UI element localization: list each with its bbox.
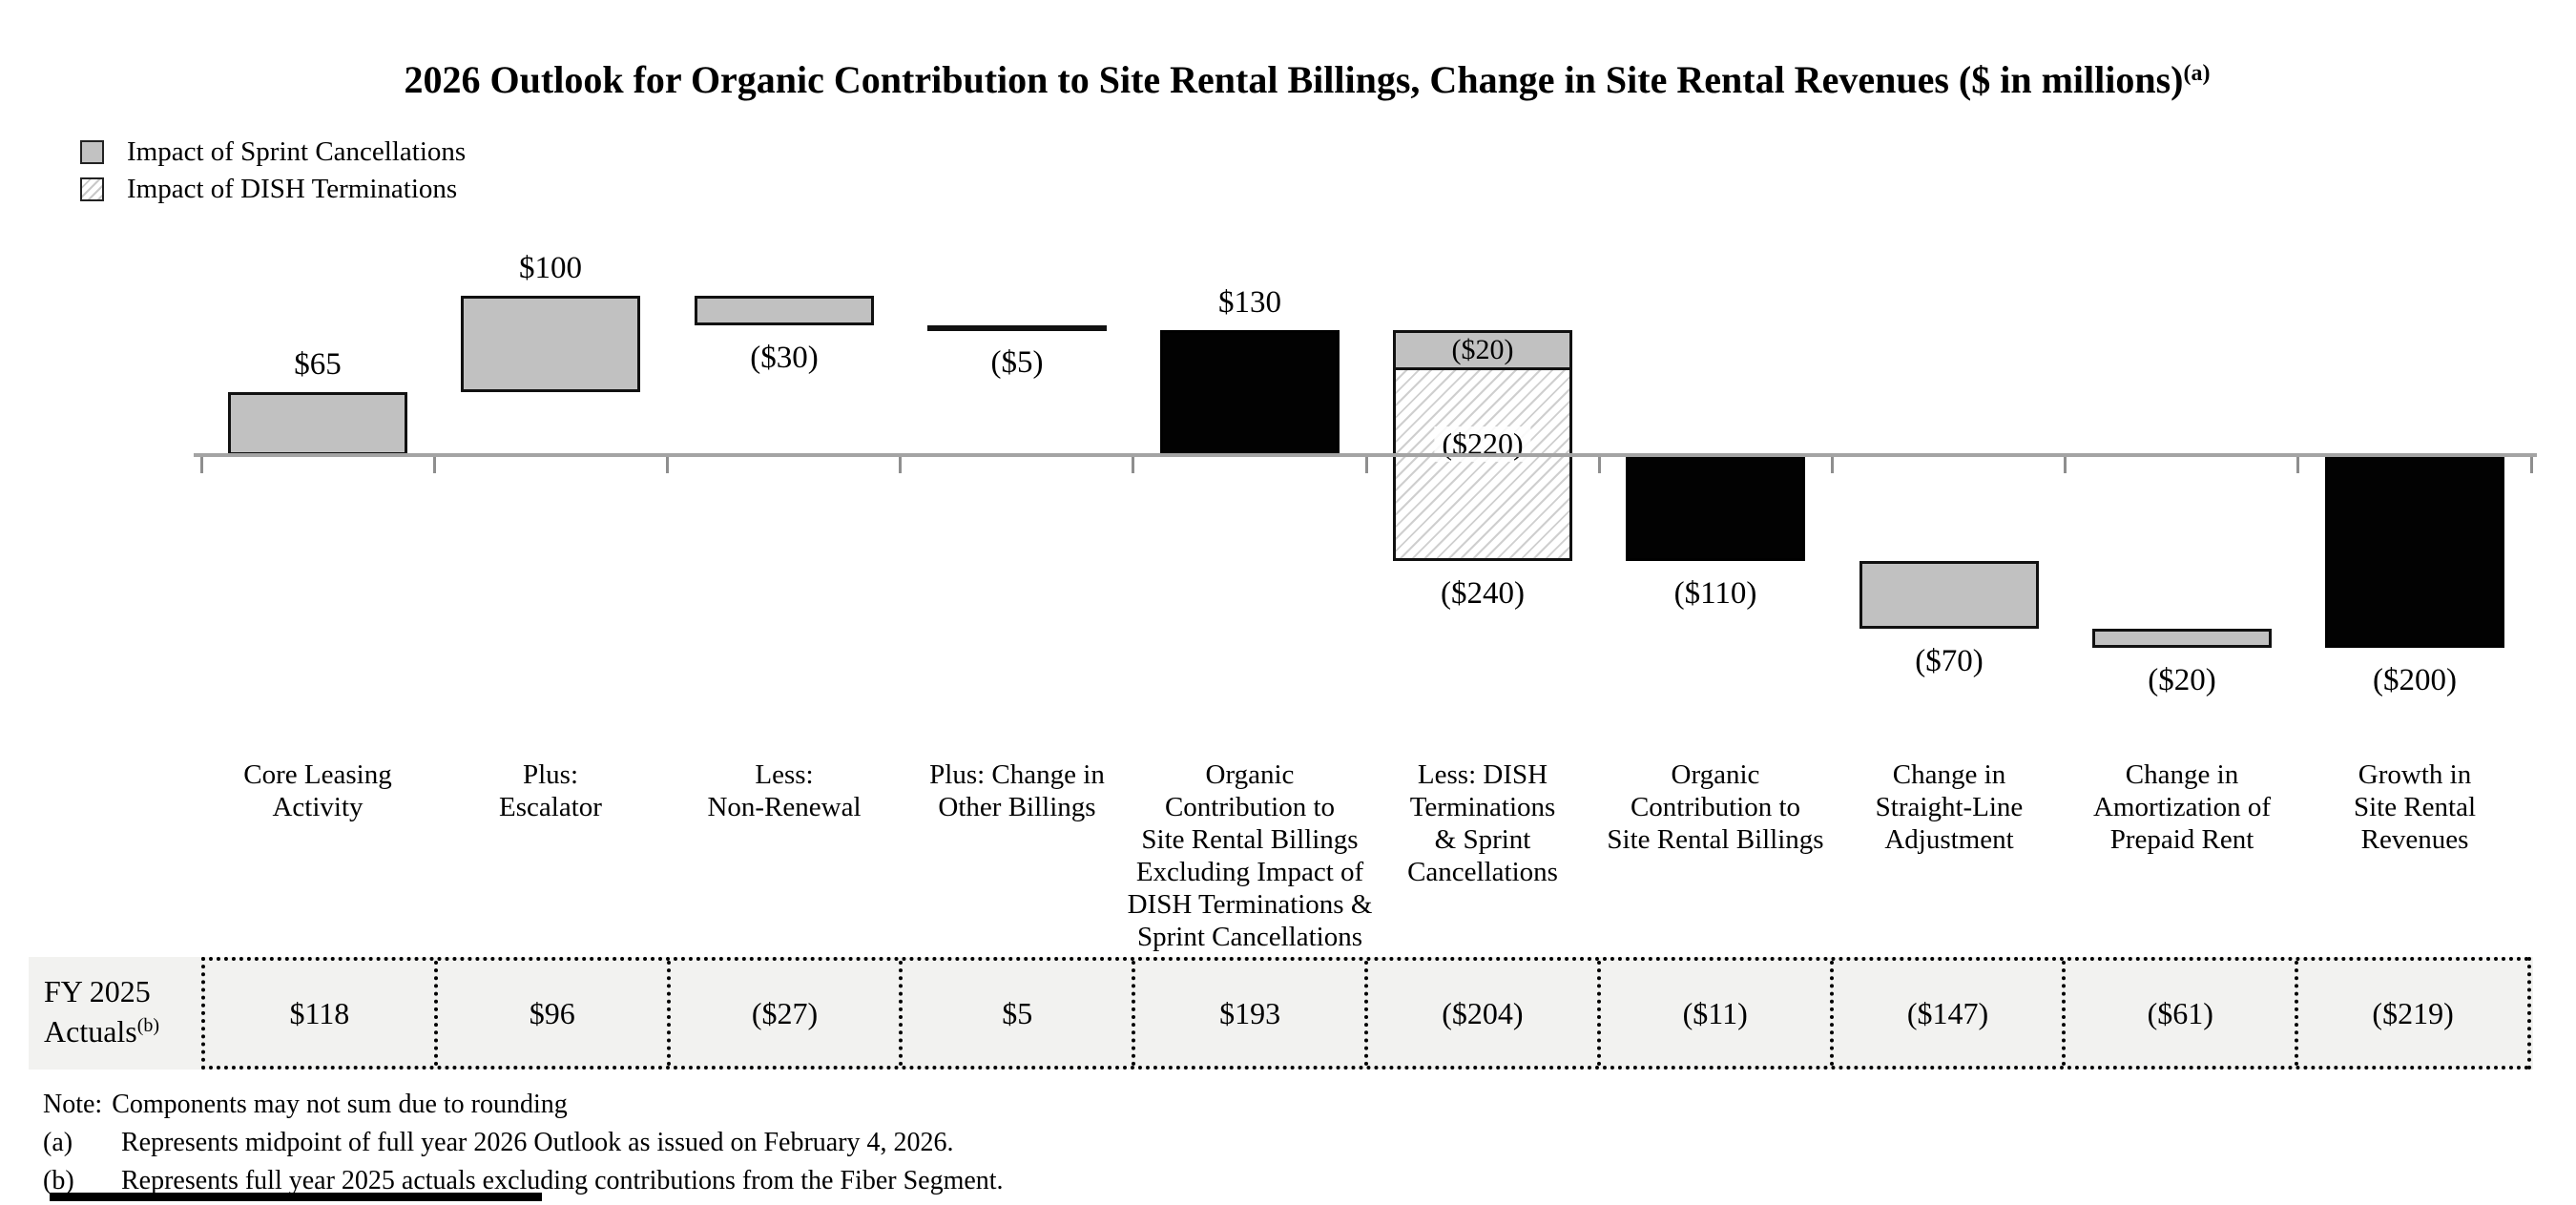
fy2025-row-header: FY 2025 Actuals(b) — [44, 974, 160, 1049]
bottom-edge-bar — [50, 1193, 542, 1201]
fy2025-cell-value: ($147) — [1906, 995, 1989, 1030]
fy2025-cell: ($61) — [2066, 961, 2299, 1066]
category-label: Core Leasing Activity — [243, 759, 392, 822]
footnote: (b) Represents full year 2025 actuals exc… — [43, 1167, 2142, 1195]
bar-7 — [1626, 455, 1805, 561]
category-label: Change in Amortization of Prepaid Rent — [2092, 759, 2272, 855]
fy2025-actuals-row: FY 2025 Actuals(b) $118 $96 ($27) $5 $193 ($20… — [29, 957, 2533, 1070]
fy2025-cell: $118 — [205, 961, 438, 1066]
row-header-footnote-marker: (b) — [136, 1015, 160, 1036]
bar-6: ($20) ($220) — [1393, 330, 1572, 561]
category-label: Plus: Change in Other Billings — [929, 759, 1105, 822]
axis-tick — [1364, 455, 1368, 473]
fy2025-cell-value: $193 — [1219, 995, 1281, 1030]
axis-tick — [2064, 455, 2067, 473]
fy2025-cell: ($219) — [2298, 961, 2527, 1066]
bar-value-label: ($5) — [990, 345, 1044, 380]
legend-label: Impact of DISH Terminations — [127, 174, 458, 204]
fy2025-cell: $5 — [903, 961, 1136, 1066]
category-label: Organic Contribution to Site Rental Bill… — [1607, 759, 1824, 855]
axis-tick — [432, 455, 436, 473]
category-label: Change in Straight-Line Adjustment — [1875, 759, 2024, 855]
bar-value-label: ($240) — [1441, 576, 1525, 611]
footnote: Note: Components may not sum due to round… — [43, 1091, 2142, 1119]
bar-8 — [1859, 561, 2039, 629]
chart-title-text: 2026 Outlook for Organic Contribution to… — [404, 58, 2184, 101]
fy2025-cell-value: ($11) — [1682, 995, 1748, 1030]
footnote-marker: (a) — [43, 1128, 73, 1157]
footnote-text: Components may not sum due to rounding — [112, 1090, 568, 1119]
legend-item-dish: Impact of DISH Terminations — [80, 174, 466, 204]
axis-tick — [1597, 455, 1601, 473]
fy2025-cell-value: ($61) — [2147, 995, 2213, 1030]
bar-value-label: ($30) — [750, 341, 819, 375]
fy2025-cells: $118 $96 ($27) $5 $193 ($204) ($11) ($147) ($61)… — [201, 957, 2531, 1070]
hatch-swatch-icon — [80, 177, 104, 201]
segment-value-label: ($20) — [1451, 334, 1514, 365]
fy2025-cell: ($11) — [1601, 961, 1834, 1066]
bar-segment-hatch: ($220) — [1396, 370, 1569, 558]
footnotes: Note: Components may not sum due to round… — [43, 1091, 2142, 1205]
bar-5 — [1160, 330, 1340, 455]
bar-1 — [228, 392, 407, 455]
category-label: Less: DISH Terminations & Sprint Cancell… — [1407, 759, 1558, 887]
fy2025-cell: $96 — [438, 961, 671, 1066]
bar-3 — [695, 296, 874, 325]
category-label: Organic Contribution to Site Rental Bill… — [1127, 759, 1373, 952]
category-label: Plus: Escalator — [499, 759, 602, 822]
bar-segment-gray: ($20) — [1396, 333, 1569, 370]
footnote-marker: Note: — [43, 1090, 103, 1119]
fy2025-cell: ($27) — [671, 961, 904, 1066]
axis-tick — [665, 455, 669, 473]
fy2025-cell-value: ($219) — [2372, 995, 2454, 1030]
fy2025-cell-value: $118 — [289, 995, 350, 1030]
bar-value-label: $65 — [294, 347, 342, 382]
axis-tick — [1830, 455, 1834, 473]
fy2025-cell-value: $96 — [529, 995, 575, 1030]
fy2025-cell-value: ($27) — [751, 995, 819, 1030]
fy2025-cell-value: $5 — [1002, 995, 1033, 1030]
bar-10 — [2325, 455, 2504, 648]
axis-tick — [2296, 455, 2300, 473]
bar-value-label: ($200) — [2373, 663, 2457, 697]
axis-tick — [1132, 455, 1135, 473]
bar-value-label: ($70) — [1915, 644, 1984, 678]
axis-tick — [2529, 455, 2533, 473]
chart-title: 2026 Outlook for Organic Contribution to… — [19, 57, 2576, 102]
fy2025-cell: ($147) — [1834, 961, 2067, 1066]
fy2025-cell-value: ($204) — [1442, 995, 1524, 1030]
footnote-marker: (b) — [43, 1166, 74, 1195]
chart-title-footnote-marker: (a) — [2183, 60, 2211, 86]
bar-value-label: ($20) — [2148, 663, 2216, 697]
bar-4 — [927, 325, 1107, 331]
footnote-text: Represents full year 2025 actuals exclud… — [121, 1166, 1004, 1195]
gray-swatch-icon — [80, 140, 104, 164]
fy2025-cell: ($204) — [1368, 961, 1601, 1066]
footnote-text: Represents midpoint of full year 2026 Ou… — [121, 1128, 954, 1157]
legend-label: Impact of Sprint Cancellations — [127, 136, 467, 167]
bar-value-label: ($110) — [1673, 576, 1757, 611]
category-label: Less: Non-Renewal — [707, 759, 862, 822]
bar-value-label: $130 — [1218, 285, 1281, 320]
x-axis-line — [194, 453, 2537, 457]
fy2025-cell: $193 — [1135, 961, 1368, 1066]
axis-tick — [199, 455, 203, 473]
category-label: Growth in Site Rental Revenues — [2353, 759, 2477, 855]
bar-value-label: $100 — [519, 251, 582, 285]
axis-tick — [899, 455, 903, 473]
legend-item-sprint: Impact of Sprint Cancellations — [80, 136, 467, 167]
footnote: (a) Represents midpoint of full year 2026… — [43, 1129, 2142, 1157]
bar-9 — [2092, 629, 2272, 648]
legend: Impact of Sprint Cancellations Impact of… — [80, 136, 467, 214]
bar-2 — [461, 296, 640, 392]
